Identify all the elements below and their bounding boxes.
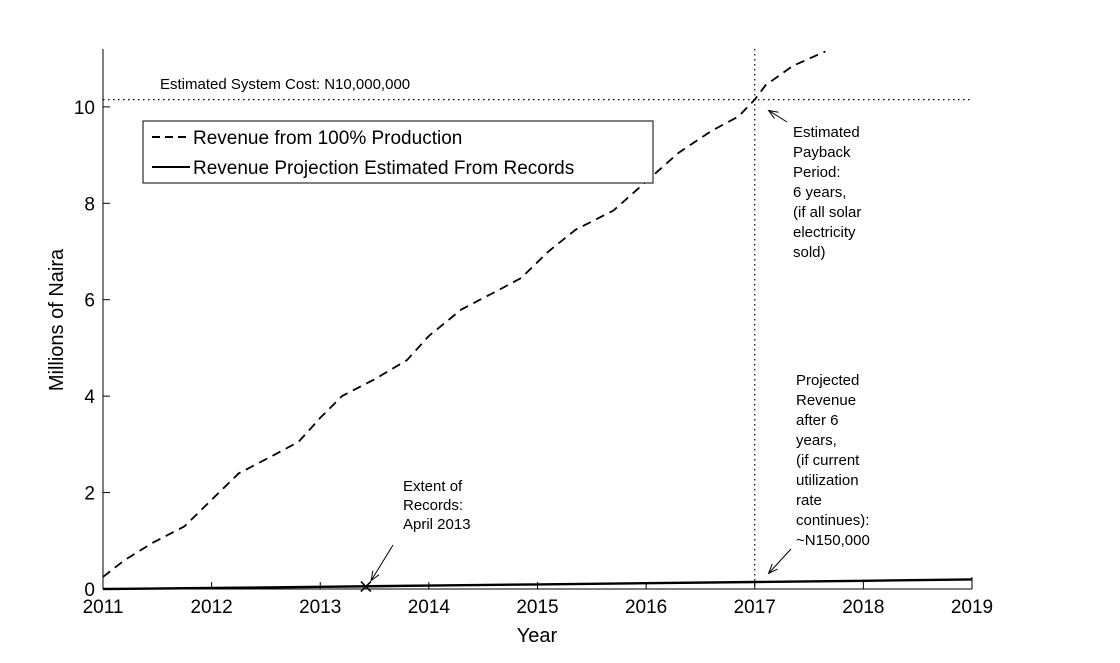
y-tick-label-0: 0	[84, 580, 95, 601]
annotation-projected-arrow-shaft	[768, 548, 792, 574]
annotation-projected-line-7: continues):	[796, 512, 869, 529]
annotation-payback: Estimated Payback Period: 6 years, (if all s…	[793, 124, 861, 261]
x-tick-label-2011: 2011	[83, 597, 124, 618]
annotation-projected-arrow-head	[767, 563, 778, 575]
annotations: Extent of Records: April 2013 Estimated Payb…	[360, 109, 870, 593]
y-axis-title: Millions of Naira	[46, 248, 68, 391]
x-tick-label-2019: 2019	[951, 597, 993, 618]
annotation-records-line-0: Extent of	[403, 478, 463, 495]
annotation-payback-line-2: Period:	[793, 164, 841, 181]
y-tick-label-2: 2	[84, 484, 95, 505]
series-full-production-line	[102, 50, 826, 578]
annotation-projected-line-2: after 6	[796, 412, 839, 429]
y-tick-label-6: 6	[84, 291, 95, 312]
annotation-payback-line-4: (if all solar	[793, 204, 861, 221]
annotation-payback-line-5: electricity	[793, 224, 856, 241]
legend-box	[142, 120, 654, 184]
annotation-records-line-2: April 2013	[403, 516, 471, 533]
system-cost-label: Estimated System Cost: N10,000,000	[160, 76, 410, 93]
x-tick-label-2017: 2017	[734, 597, 776, 618]
annotation-records-arrow-shaft	[370, 544, 394, 581]
records-marker-stroke-b	[360, 581, 372, 593]
y-tick-label-4: 4	[84, 387, 95, 408]
x-tick-label-2018: 2018	[842, 597, 884, 618]
x-axis-title: Year	[517, 625, 558, 647]
y-tick-label-10: 10	[74, 98, 95, 119]
x-tick-label-2016: 2016	[625, 597, 667, 618]
annotation-projected-line-6: rate	[796, 492, 822, 509]
annotation-payback-line-6: sold)	[793, 244, 826, 261]
annotation-projected-line-1: Revenue	[796, 392, 856, 409]
annotation-payback-arrow-head	[767, 109, 779, 119]
annotation-projected-line-3: years,	[796, 432, 837, 449]
x-tick-label-2015: 2015	[516, 597, 558, 618]
annotation-records: Extent of Records: April 2013	[403, 478, 471, 533]
x-tick-label-2012: 2012	[190, 597, 232, 618]
annotation-projected: Projected Revenue after 6 years, (if current…	[796, 372, 870, 549]
axes: 2011 2012 2013 2014 2015 2016 2017 2018 2019 0 2 4 6…	[74, 49, 993, 618]
annotation-payback-arrow-shaft	[768, 110, 788, 123]
annotation-records-arrow-head	[370, 570, 380, 582]
annotation-projected-line-4: (if current	[796, 452, 860, 469]
x-tick-label-2013: 2013	[299, 597, 341, 618]
annotation-projected-line-5: utilization	[796, 472, 859, 489]
annotation-payback-line-0: Estimated	[793, 124, 860, 141]
x-tick-label-2014: 2014	[408, 597, 451, 618]
legend: Revenue from 100% Production Revenue Pro…	[142, 120, 654, 184]
annotation-projected-line-8: ~N150,000	[796, 532, 870, 549]
annotation-projected-line-0: Projected	[796, 372, 859, 389]
y-tick-label-8: 8	[84, 194, 95, 215]
legend-label-full-production: Revenue from 100% Production	[193, 128, 462, 149]
annotation-payback-line-1: Payback	[793, 144, 851, 161]
legend-label-records-projection: Revenue Projection Estimated From Record…	[193, 158, 574, 179]
annotation-payback-line-3: 6 years,	[793, 184, 846, 201]
reference-lines	[103, 49, 973, 589]
annotation-records-line-1: Records:	[403, 497, 463, 514]
